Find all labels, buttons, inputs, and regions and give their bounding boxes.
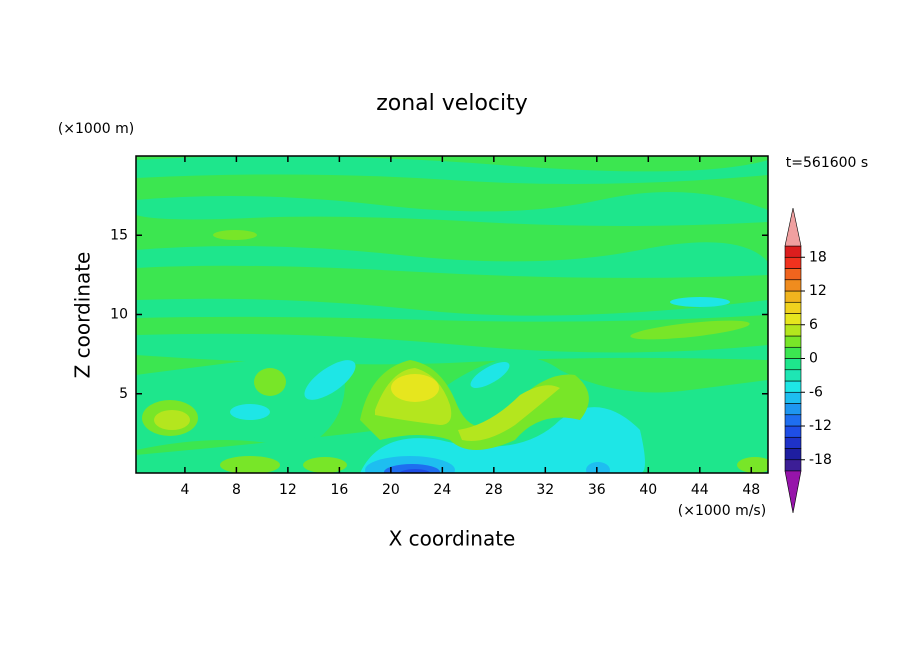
- colorbar-box: [784, 268, 802, 281]
- x-tick-label: 24: [433, 482, 451, 498]
- colorbar-tick-label: 12: [809, 283, 827, 299]
- y-unit: (×1000 m): [58, 121, 134, 137]
- colorbar-box: [784, 256, 802, 269]
- colorbar-box: [784, 425, 802, 438]
- x-tick-label: 8: [232, 482, 241, 498]
- y-tick-label: 10: [110, 307, 128, 323]
- y-tick-label: 15: [110, 227, 128, 243]
- chart-title: zonal velocity: [376, 91, 528, 116]
- y-tick-label: 5: [119, 386, 128, 402]
- colorbar-under: [784, 470, 802, 514]
- x-tick-label: 40: [639, 482, 657, 498]
- time-label: t=561600 s: [786, 155, 868, 171]
- colorbar-tick-label: 18: [809, 249, 827, 265]
- x-tick-label: 4: [180, 482, 189, 498]
- colorbar-box: [784, 335, 802, 348]
- colorbar-tick-label: 6: [809, 317, 818, 333]
- y-axis-label: Z coordinate: [71, 252, 95, 379]
- colorbar-tick-label: -18: [809, 452, 832, 468]
- colorbar-box: [784, 391, 802, 404]
- x-tick-label: 20: [382, 482, 400, 498]
- x-tick-label: 28: [485, 482, 503, 498]
- x-axis-label: X coordinate: [389, 527, 516, 551]
- colorbar-box: [784, 346, 802, 359]
- colorbar-box: [784, 313, 802, 326]
- colorbar-box: [784, 245, 802, 258]
- colorbar-over: [784, 207, 802, 247]
- x-tick-label: 32: [536, 482, 554, 498]
- colorbar-box: [784, 436, 802, 449]
- colorbar-tick-label: -12: [809, 418, 832, 434]
- colorbar-box: [784, 290, 802, 303]
- colorbar-box: [784, 369, 802, 382]
- contour-field: [136, 156, 768, 473]
- colorbar-box: [784, 459, 802, 472]
- colorbar-box: [784, 358, 802, 371]
- colorbar-tick-label: 0: [809, 351, 818, 367]
- colorbar-tick-label: -6: [809, 384, 823, 400]
- x-unit: (×1000 m/s): [678, 503, 766, 519]
- colorbar-box: [784, 414, 802, 427]
- colorbar-box: [784, 301, 802, 314]
- colorbar-box: [784, 324, 802, 337]
- x-tick-label: 36: [588, 482, 606, 498]
- colorbar-box: [784, 403, 802, 416]
- x-tick-label: 44: [691, 482, 709, 498]
- colorbar-box: [784, 448, 802, 461]
- colorbar-box: [784, 380, 802, 393]
- x-tick-label: 16: [330, 482, 348, 498]
- colorbar-box: [784, 279, 802, 292]
- x-tick-label: 12: [279, 482, 297, 498]
- x-tick-label: 48: [742, 482, 760, 498]
